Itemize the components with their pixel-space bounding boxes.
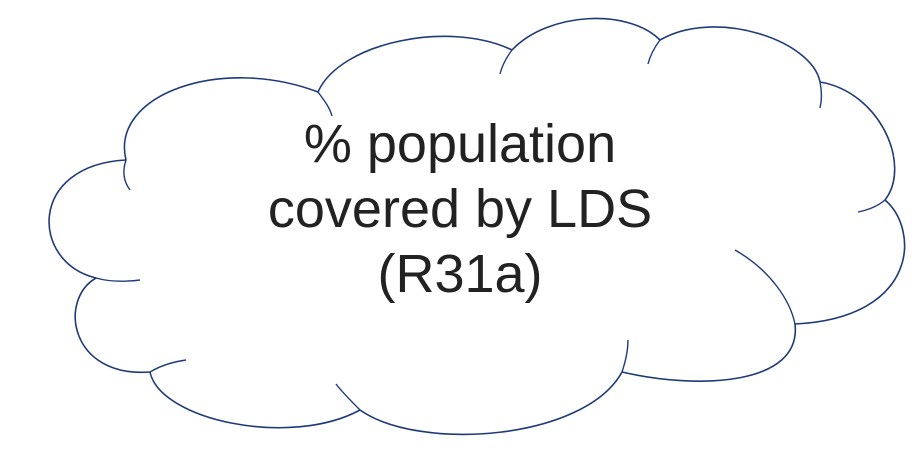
cloud-label: % population covered by LDS (R31a) [180,112,740,307]
cloud-inner-arc [149,359,187,373]
cloud-label-line: (R31a) [377,244,543,304]
cloud-label-line: covered by LDS [267,179,653,239]
cloud-outline [48,17,906,436]
cloud-inner-arc [621,339,629,373]
cloud-inner-arc [647,39,661,65]
cloud-inner-arc [317,91,333,117]
cloud-inner-arc [499,49,513,75]
cloud-label-line: % population [303,114,617,174]
cloud-inner-arc [123,159,131,191]
cloud-inner-arc [335,383,361,411]
cloud-inner-arc [734,249,796,325]
cloud-inner-arc [819,81,823,109]
cloud-inner-arc [95,277,141,283]
cloud-inner-arc [857,199,886,213]
